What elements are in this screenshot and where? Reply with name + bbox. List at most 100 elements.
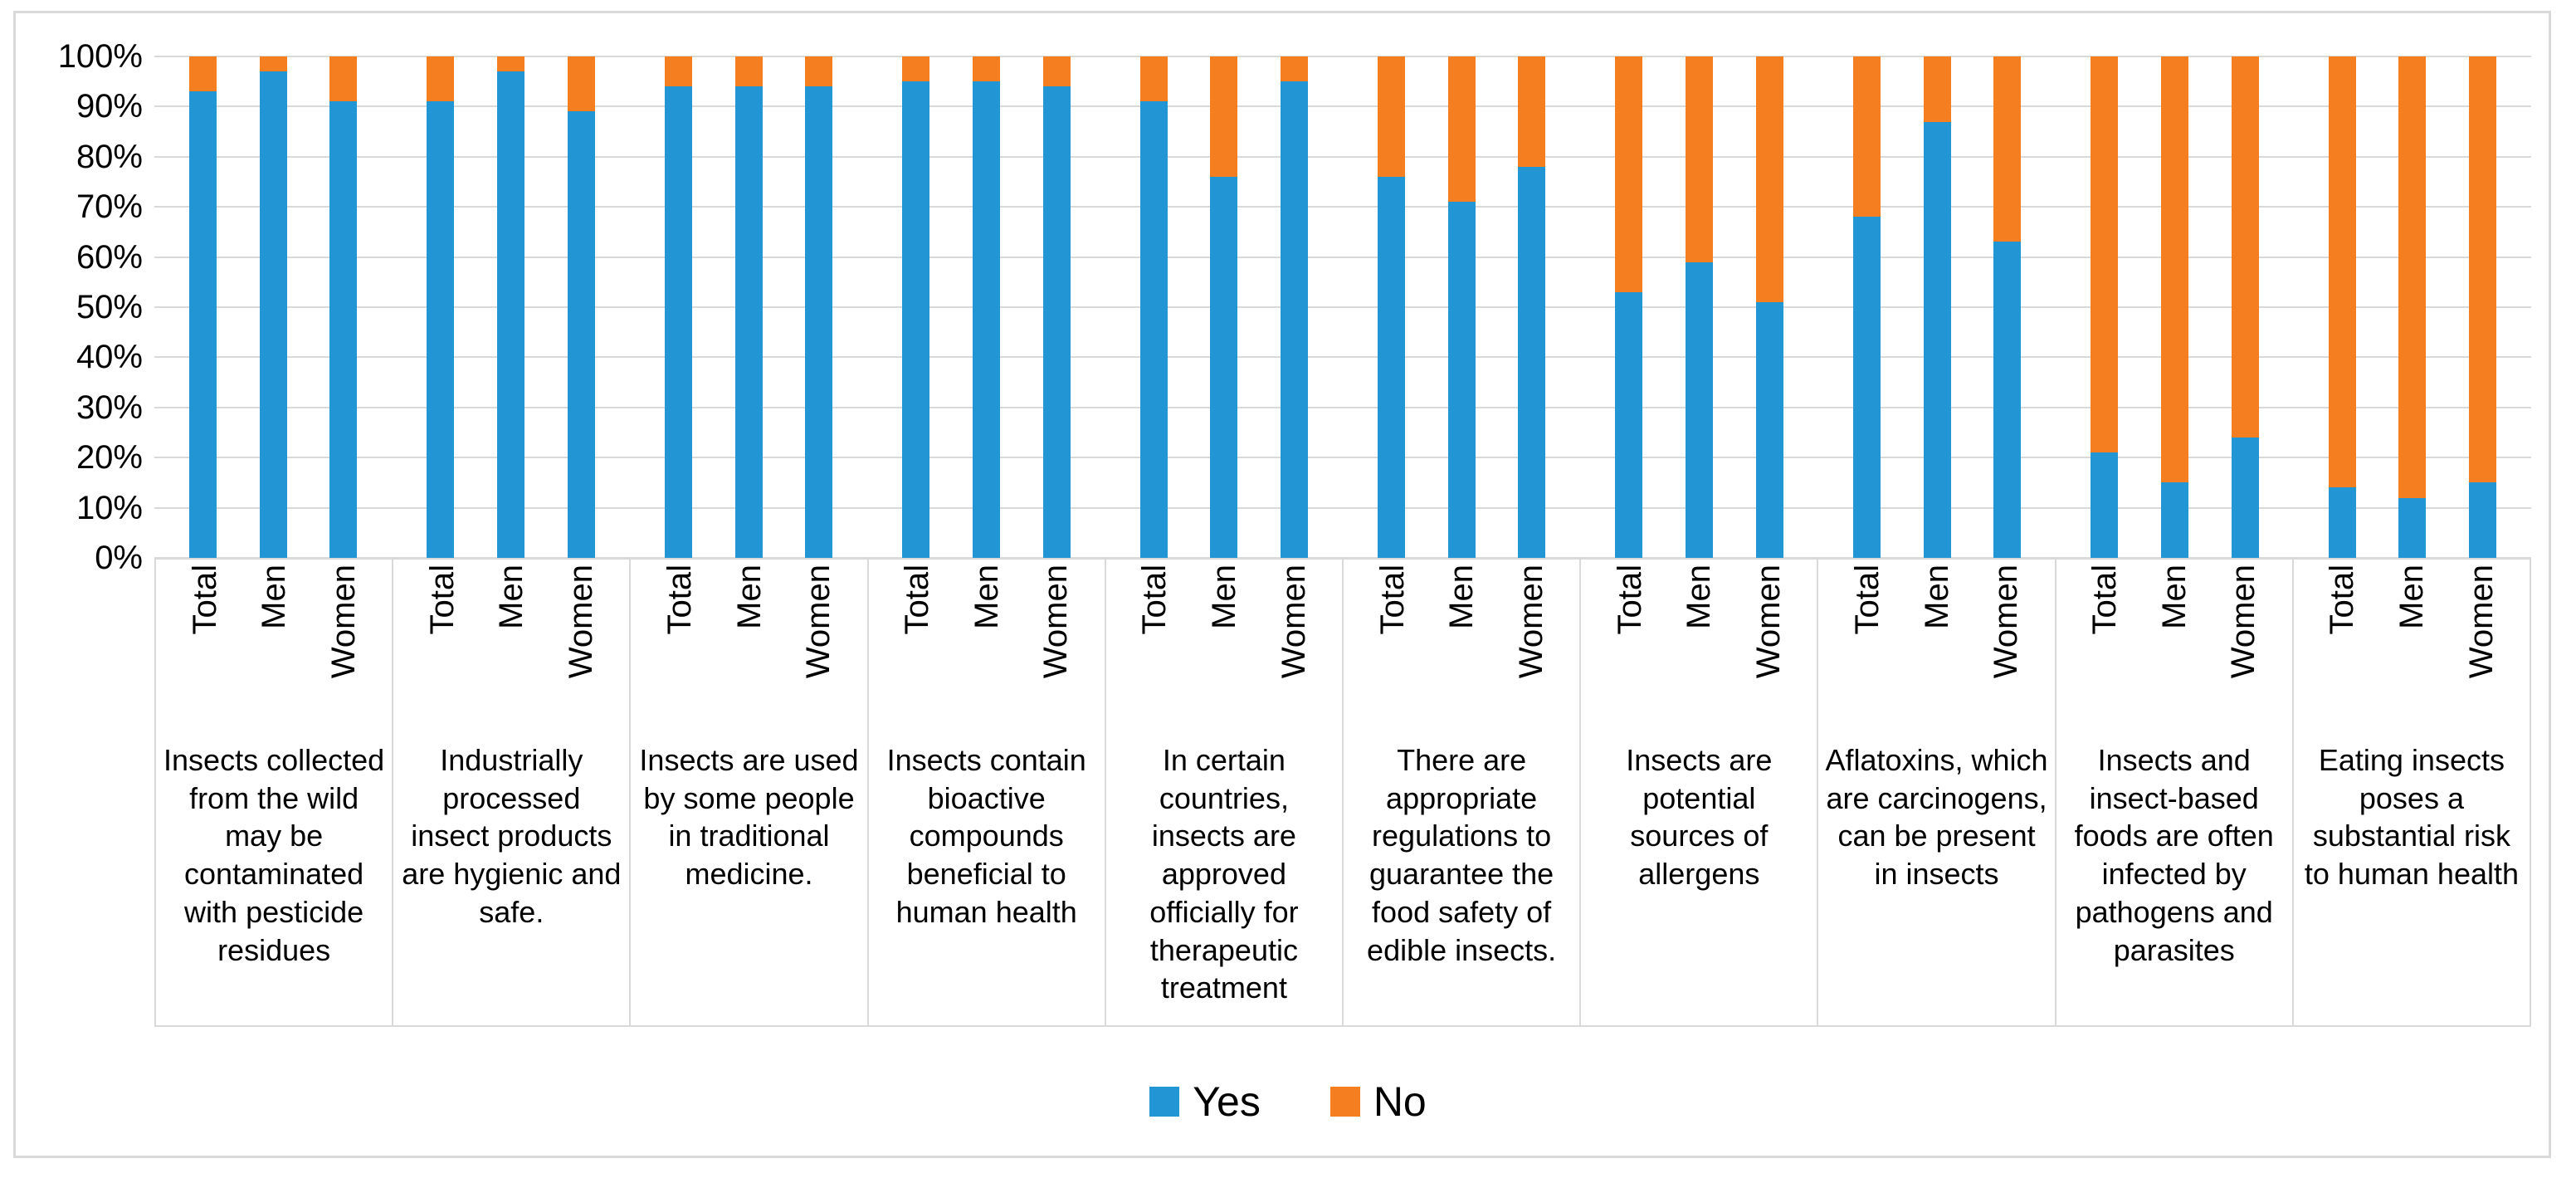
bar-no-segment <box>259 56 287 72</box>
bar-yes-segment <box>2398 497 2427 558</box>
stacked-bar-total <box>1852 56 1881 558</box>
subcategory-tick-row: Total Men Women <box>1818 560 2054 730</box>
category-statement: Aflatoxins, which are carcinogens, can b… <box>1825 743 2048 892</box>
subcategory-label-total: Total <box>1374 565 1411 730</box>
subcategory-label-men: Men <box>2393 565 2430 730</box>
bar-yes-segment <box>1447 202 1476 558</box>
y-axis-tick-label: 90% <box>76 88 143 125</box>
subcategory-label-women: Women <box>325 565 362 730</box>
bar-yes-segment <box>427 101 455 558</box>
bar-yes-segment <box>2160 482 2188 558</box>
bar-yes-segment <box>1852 217 1881 558</box>
subcategory-label-men: Men <box>731 565 768 730</box>
subcategory-tick-row: Total Men Women <box>869 560 1105 730</box>
gridline-60% <box>154 256 2531 258</box>
subcategory-label-men: Men <box>256 565 292 730</box>
bar-group-7 <box>1580 56 1817 558</box>
subcategory-label-women: Women <box>1275 565 1312 730</box>
subcategory-label-text: Men <box>1681 565 1718 629</box>
stacked-bar-men <box>1210 56 1238 558</box>
bar-yes-segment <box>1615 291 1643 558</box>
stacked-bar-women <box>805 56 833 558</box>
stacked-bar-men <box>1447 56 1476 558</box>
bar-yes-segment <box>664 86 692 558</box>
category-statement: In certain countries, insects are approv… <box>1149 743 1299 1005</box>
bar-no-segment <box>2091 56 2119 453</box>
bar-group-5 <box>1105 56 1343 558</box>
category-box-5: Total Men Women In certain countries, insec… <box>1106 560 1344 1025</box>
bar-no-segment <box>2398 56 2427 498</box>
stacked-bar-women <box>1042 56 1071 558</box>
subcategory-tick-row: Total Men Women <box>1344 560 1579 730</box>
category-box-7: Total Men Women Insects are potential sourc… <box>1581 560 1819 1025</box>
subcategory-label-text: Total <box>661 565 698 635</box>
subcategory-label-men: Men <box>1681 565 1718 730</box>
subcategory-label-men: Men <box>1919 565 1955 730</box>
stacked-bar-women <box>1281 56 1309 558</box>
category-box-4: Total Men Women Insects contain bioactive c… <box>869 560 1106 1025</box>
bar-group-9 <box>2056 56 2293 558</box>
legend-no-swatch <box>1329 1087 1360 1117</box>
stacked-bar-men <box>497 56 525 558</box>
subcategory-label-text: Women <box>2225 565 2262 679</box>
stacked-bar-women <box>329 56 358 558</box>
subcategory-tick-row: Total Men Women <box>1106 560 1342 730</box>
bar-yes-segment <box>329 101 358 558</box>
gridline-80% <box>154 155 2531 158</box>
bar-no-segment <box>1281 56 1309 82</box>
category-statement: Eating insects poses a substantial risk … <box>2304 743 2520 892</box>
stacked-bar-men <box>972 56 1000 558</box>
y-axis-tick-label: 100% <box>57 38 143 75</box>
bar-yes-segment <box>497 71 525 558</box>
stacked-bar-total <box>2091 56 2119 558</box>
stacked-bar-women <box>2469 56 2497 558</box>
bar-no-segment <box>1518 56 1546 167</box>
bar-yes-segment <box>734 86 763 558</box>
bar-no-segment <box>497 56 525 72</box>
bar-group-4 <box>867 56 1105 558</box>
bar-yes-segment <box>1281 81 1309 558</box>
legend-yes-swatch <box>1149 1087 1180 1117</box>
bar-yes-segment <box>189 91 217 558</box>
subcategory-label-total: Total <box>424 565 461 730</box>
stacked-bar-total <box>189 56 217 558</box>
subcategory-label-text: Total <box>2086 565 2124 635</box>
subcategory-label-text: Men <box>2155 565 2193 629</box>
subcategory-label-men: Men <box>1443 565 1480 730</box>
stacked-bar-men <box>2398 56 2427 558</box>
subcategory-label-text: Total <box>186 565 223 635</box>
y-axis-tick-label: 10% <box>76 489 143 526</box>
y-axis-tick-label: 80% <box>76 138 143 175</box>
category-statement: Insects collected from the wild may be c… <box>163 743 385 967</box>
bar-yes-segment <box>1755 301 1783 558</box>
bar-no-segment <box>2231 56 2259 438</box>
subcategory-label-text: Total <box>1848 565 1886 635</box>
subcategory-label-women: Women <box>2463 565 2500 730</box>
legend-yes-label: Yes <box>1193 1078 1261 1125</box>
gridline-40% <box>154 356 2531 359</box>
bar-no-segment <box>1923 56 1951 122</box>
bar-yes-segment <box>1139 101 1168 558</box>
bar-group-8 <box>1818 56 2056 558</box>
bar-no-segment <box>189 56 217 92</box>
subcategory-label-text: Women <box>562 565 599 679</box>
bar-no-segment <box>1755 56 1783 302</box>
bar-yes-segment <box>1518 166 1546 558</box>
subcategory-label-text: Women <box>800 565 837 679</box>
subcategory-label-women: Women <box>1749 565 1787 730</box>
legend-item-no: No <box>1329 1081 1427 1122</box>
category-box-2: Total Men Women Industrially processed inse… <box>393 560 632 1025</box>
subcategory-label-men: Men <box>2155 565 2193 730</box>
bar-no-segment <box>1447 56 1476 203</box>
subcategory-label-text: Women <box>1749 565 1787 679</box>
subcategory-label-text: Total <box>1611 565 1648 635</box>
bar-yes-segment <box>1210 176 1238 558</box>
subcategory-label-text: Women <box>1275 565 1312 679</box>
y-axis-tick-label: 40% <box>76 339 143 376</box>
subcategory-label-men: Men <box>1206 565 1242 730</box>
bar-yes-segment <box>1923 121 1951 558</box>
stacked-bar-women <box>567 56 595 558</box>
subcategory-label-text: Women <box>1512 565 1549 679</box>
category-statement: Insects are used by some people in tradi… <box>639 743 859 892</box>
gridline-10% <box>154 506 2531 509</box>
